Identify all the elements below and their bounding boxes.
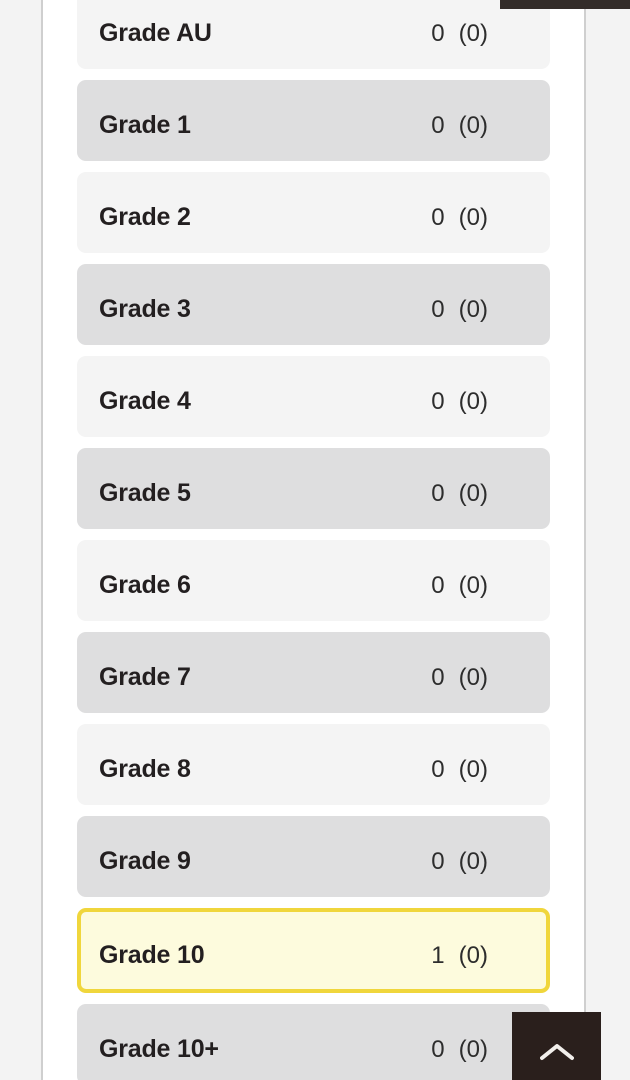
grade-row[interactable]: Grade 8 0 (0) [77,724,550,805]
page-content-column: Grade AU 0 (0) Grade 1 0 (0) Grade 2 0 (0) Grade … [41,0,586,1080]
grade-row-count-primary: 0 [431,112,445,139]
grade-row-counts: 1 (0) [431,912,488,989]
top-system-bar [500,0,630,9]
grade-row-label: Grade 4 [99,387,191,415]
grade-row[interactable]: Grade 2 0 (0) [77,172,550,253]
grade-row[interactable]: Grade 10 1 (0) [77,908,550,993]
grade-row-counts: 0 (0) [431,724,488,805]
grade-row-label: Grade 10 [99,941,205,969]
grade-row-label: Grade 5 [99,479,191,507]
grade-row-count-primary: 0 [431,20,445,47]
grade-row-count-secondary: (0) [458,942,488,969]
grade-row[interactable]: Grade AU 0 (0) [77,0,550,69]
grade-row-count-secondary: (0) [458,756,488,783]
grade-row-label: Grade 10+ [99,1035,219,1063]
grade-row-count-secondary: (0) [458,664,488,691]
grade-row-count-primary: 0 [431,756,445,783]
grade-row-count-secondary: (0) [458,572,488,599]
grade-row[interactable]: Grade 9 0 (0) [77,816,550,897]
grade-row-count-secondary: (0) [458,848,488,875]
grade-row-counts: 0 (0) [431,356,488,437]
grade-row-count-secondary: (0) [458,388,488,415]
grade-row-count-primary: 0 [431,296,445,323]
grade-row-count-primary: 1 [431,942,445,969]
grade-row-count-secondary: (0) [458,296,488,323]
grade-row[interactable]: Grade 5 0 (0) [77,448,550,529]
grade-row-count-primary: 0 [431,1036,445,1063]
chevron-up-icon [539,1042,574,1062]
grade-distribution-list: Grade AU 0 (0) Grade 1 0 (0) Grade 2 0 (0) Grade … [43,0,584,1080]
grade-row-counts: 0 (0) [431,80,488,161]
grade-row[interactable]: Grade 1 0 (0) [77,80,550,161]
grade-row-label: Grade 8 [99,755,191,783]
grade-row-counts: 0 (0) [431,448,488,529]
grade-row-count-secondary: (0) [458,20,488,47]
grade-row-counts: 0 (0) [431,816,488,897]
grade-row-counts: 0 (0) [431,172,488,253]
grade-row-label: Grade 1 [99,111,191,139]
grade-row-label: Grade 9 [99,847,191,875]
grade-row-counts: 0 (0) [431,632,488,713]
grade-row[interactable]: Grade 7 0 (0) [77,632,550,713]
grade-row-counts: 0 (0) [431,264,488,345]
grade-row-label: Grade 7 [99,663,191,691]
grade-row[interactable]: Grade 10+ 0 (0) [77,1004,550,1080]
grade-row[interactable]: Grade 6 0 (0) [77,540,550,621]
grade-row-counts: 0 (0) [431,0,488,69]
grade-row-label: Grade 3 [99,295,191,323]
grade-row-label: Grade 6 [99,571,191,599]
grade-row-label: Grade 2 [99,203,191,231]
grade-row-count-secondary: (0) [458,112,488,139]
grade-row-count-secondary: (0) [458,204,488,231]
grade-row-count-primary: 0 [431,480,445,507]
grade-row-count-primary: 0 [431,572,445,599]
grade-row-count-secondary: (0) [458,480,488,507]
scroll-to-top-button[interactable] [512,1012,601,1080]
grade-row-count-primary: 0 [431,848,445,875]
grade-row-counts: 0 (0) [431,540,488,621]
grade-row-count-primary: 0 [431,388,445,415]
grade-row-label: Grade AU [99,19,212,47]
grade-row-count-primary: 0 [431,204,445,231]
grade-row[interactable]: Grade 3 0 (0) [77,264,550,345]
grade-row[interactable]: Grade 4 0 (0) [77,356,550,437]
grade-row-count-primary: 0 [431,664,445,691]
grade-row-count-secondary: (0) [458,1036,488,1063]
grade-row-counts: 0 (0) [431,1004,488,1080]
